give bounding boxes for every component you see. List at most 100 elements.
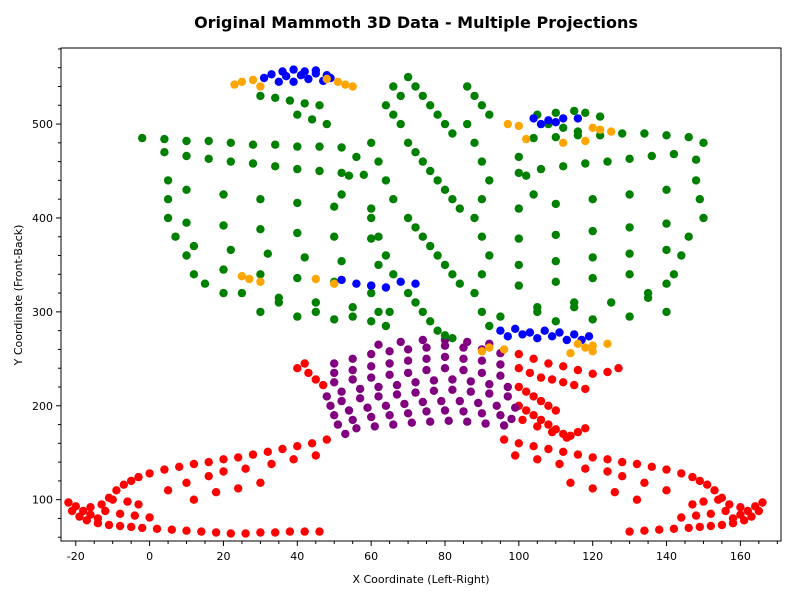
data-point <box>123 497 132 506</box>
data-point <box>293 198 302 208</box>
data-point <box>736 503 745 512</box>
data-point <box>529 133 538 143</box>
data-point <box>588 453 597 462</box>
data-point <box>422 354 431 363</box>
data-point <box>101 506 110 516</box>
data-point <box>411 82 420 91</box>
data-point <box>758 498 767 507</box>
data-point <box>511 324 520 333</box>
data-point <box>662 307 671 317</box>
data-point <box>625 190 634 199</box>
data-point <box>618 472 627 481</box>
data-point <box>455 279 464 288</box>
data-point <box>263 447 272 456</box>
data-point <box>433 326 442 335</box>
data-point <box>219 265 228 274</box>
data-point <box>411 298 420 307</box>
x-tick-label: 100 <box>508 550 529 563</box>
data-point <box>533 303 542 312</box>
data-point <box>496 326 505 335</box>
data-point <box>385 411 394 420</box>
data-point <box>463 337 472 347</box>
data-point <box>514 439 523 448</box>
data-point <box>274 77 283 87</box>
data-point <box>503 332 512 341</box>
x-tick-label: 0 <box>146 550 153 563</box>
data-point <box>440 119 450 129</box>
data-point <box>337 257 346 266</box>
data-point <box>481 419 490 428</box>
data-point <box>293 442 302 451</box>
data-point <box>226 157 235 166</box>
data-point <box>330 359 339 368</box>
data-point <box>603 367 612 377</box>
data-point <box>374 232 383 241</box>
data-point <box>710 486 719 495</box>
data-point <box>725 500 734 509</box>
data-point <box>525 368 535 378</box>
y-axis-label: Y Coordinate (Front-Back) <box>12 225 25 367</box>
data-point <box>529 190 538 199</box>
data-point <box>536 119 546 129</box>
data-point <box>411 223 420 232</box>
data-point <box>466 377 475 386</box>
data-point <box>97 500 106 509</box>
data-point <box>470 138 479 147</box>
x-tick-label: 160 <box>730 550 751 563</box>
data-point <box>289 455 298 464</box>
data-point <box>352 279 361 288</box>
plot-area-frame <box>60 47 782 542</box>
data-point <box>385 370 394 379</box>
data-point <box>293 364 302 373</box>
data-point <box>632 459 642 469</box>
data-point <box>204 457 213 467</box>
data-point <box>562 433 571 442</box>
data-point <box>219 288 228 298</box>
data-point <box>555 459 564 469</box>
data-point <box>348 415 357 425</box>
data-point <box>322 119 331 129</box>
data-point <box>717 520 727 530</box>
data-point <box>115 521 125 531</box>
data-point <box>581 159 590 168</box>
y-axis-ticks: 100 200 300 400 500 <box>32 48 61 538</box>
data-point <box>237 77 247 87</box>
data-point <box>348 375 357 384</box>
data-point <box>341 80 350 89</box>
data-point <box>559 378 568 387</box>
data-point <box>551 230 560 240</box>
data-point <box>695 522 704 532</box>
data-point <box>477 270 487 279</box>
data-point <box>330 232 339 241</box>
data-point <box>163 176 173 185</box>
data-point <box>688 472 697 482</box>
data-point <box>182 526 191 535</box>
data-point <box>529 114 538 123</box>
data-point <box>374 382 383 392</box>
data-point <box>547 427 557 437</box>
data-point <box>392 380 402 390</box>
data-point <box>448 385 457 394</box>
data-point <box>625 223 634 232</box>
data-point <box>444 416 453 425</box>
data-points-layer <box>64 65 767 538</box>
data-point <box>367 281 376 290</box>
data-point <box>374 307 383 317</box>
data-point <box>559 162 568 171</box>
data-point <box>662 465 671 474</box>
x-tick-label: 20 <box>216 550 230 563</box>
data-point <box>418 232 427 241</box>
data-point <box>337 396 346 406</box>
data-point <box>385 347 394 356</box>
data-point <box>289 65 298 74</box>
data-point <box>374 260 383 270</box>
data-point <box>389 420 398 429</box>
data-point <box>544 420 553 429</box>
x-axis-label: X Coordinate (Left-Right) <box>352 573 489 586</box>
data-point <box>581 384 590 394</box>
data-point <box>511 403 520 412</box>
data-point <box>603 157 612 166</box>
data-point <box>559 447 568 456</box>
data-point <box>570 106 579 116</box>
data-point <box>573 339 583 348</box>
